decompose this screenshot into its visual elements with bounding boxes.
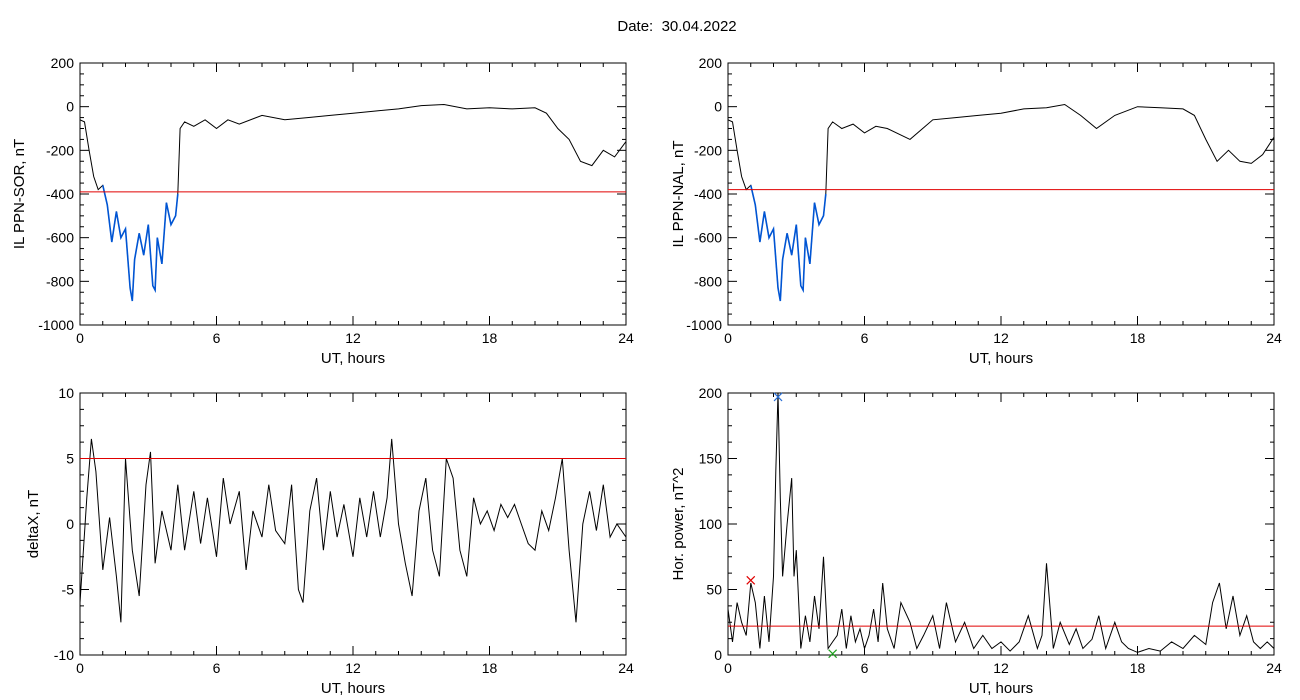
chart-panel-3: 0 6 12 18 24 -10 -5 0 5 10 UT, hours deltaX, nT bbox=[25, 385, 634, 697]
y-tick-label: 10 bbox=[58, 385, 74, 401]
y-tick-label: -1000 bbox=[686, 317, 722, 333]
highlight-segment bbox=[102, 185, 179, 302]
y-tick-label: -400 bbox=[46, 186, 74, 202]
x-axis-label: UT, hours bbox=[321, 350, 385, 367]
plot-frame bbox=[79, 392, 627, 656]
x-tick-label: 12 bbox=[993, 660, 1009, 676]
x-tick-label: 6 bbox=[213, 330, 221, 346]
marker-stroke bbox=[773, 392, 783, 402]
x-tick-label: 12 bbox=[993, 330, 1009, 346]
y-axis-label: Hor. power, nT^2 bbox=[670, 468, 687, 581]
x-axis-label: UT, hours bbox=[969, 350, 1033, 367]
chart-panel-4: 0 6 12 18 24 0 50 100 150 200 UT, hours Hor. power,… bbox=[670, 385, 1282, 697]
y-tick-label: 0 bbox=[714, 99, 722, 115]
chart-panel-2: 0 6 12 18 24 -1000 -800 -600 -400 -200 0 200 UT, hou… bbox=[670, 55, 1282, 367]
highlight-segment bbox=[750, 185, 827, 302]
x-tick-label: 12 bbox=[345, 330, 361, 346]
x-tick-label: 24 bbox=[618, 660, 634, 676]
y-tick-label: -600 bbox=[694, 230, 722, 246]
plot-frame bbox=[727, 62, 1275, 326]
x-tick-label: 18 bbox=[482, 330, 498, 346]
y-tick-label: 5 bbox=[66, 451, 74, 467]
data-series-line bbox=[727, 103, 1275, 302]
data-series-line bbox=[727, 392, 1275, 653]
x-tick-label: 0 bbox=[76, 330, 84, 346]
x-tick-label: 6 bbox=[861, 330, 869, 346]
x-tick-label: 24 bbox=[618, 330, 634, 346]
y-tick-label: 0 bbox=[714, 647, 722, 663]
y-tick-label: -1000 bbox=[38, 317, 74, 333]
x-tick-label: 12 bbox=[345, 660, 361, 676]
peak-marker bbox=[773, 392, 783, 402]
y-tick-label: 200 bbox=[51, 55, 75, 71]
y-tick-label: -5 bbox=[62, 582, 75, 598]
y-tick-label: 50 bbox=[706, 582, 722, 598]
x-tick-label: 0 bbox=[724, 660, 732, 676]
y-tick-label: -200 bbox=[46, 142, 74, 158]
x-tick-label: 24 bbox=[1266, 330, 1282, 346]
y-axis-label: deltaX, nT bbox=[25, 490, 42, 558]
marker-stroke bbox=[828, 649, 838, 659]
y-tick-label: 200 bbox=[699, 385, 723, 401]
x-tick-label: 18 bbox=[482, 660, 498, 676]
y-tick-label: -400 bbox=[694, 186, 722, 202]
y-tick-label: -10 bbox=[54, 647, 74, 663]
y-tick-label: 0 bbox=[66, 516, 74, 532]
y-axis-label: IL PPN-NAL, nT bbox=[670, 141, 687, 248]
x-tick-label: 18 bbox=[1130, 660, 1146, 676]
x-tick-label: 24 bbox=[1266, 660, 1282, 676]
plot-frame bbox=[727, 392, 1275, 656]
x-axis-label: UT, hours bbox=[969, 680, 1033, 697]
x-tick-label: 0 bbox=[76, 660, 84, 676]
chart-panel-1: 0 6 12 18 24 -1000 -800 -600 -400 -200 0 200 UT, hou… bbox=[11, 55, 634, 367]
y-tick-label: 0 bbox=[66, 99, 74, 115]
x-tick-label: 6 bbox=[861, 660, 869, 676]
data-series-line bbox=[79, 103, 627, 302]
y-axis-label: IL PPN-SOR, nT bbox=[11, 139, 28, 249]
y-tick-label: -800 bbox=[694, 273, 722, 289]
x-tick-label: 0 bbox=[724, 330, 732, 346]
marker-stroke bbox=[746, 575, 756, 585]
y-tick-label: 100 bbox=[699, 516, 723, 532]
y-tick-label: 200 bbox=[699, 55, 723, 71]
y-tick-label: 150 bbox=[699, 451, 723, 467]
plot-frame bbox=[79, 62, 627, 326]
y-tick-label: -800 bbox=[46, 273, 74, 289]
x-axis-label: UT, hours bbox=[321, 680, 385, 697]
date-label: Date: bbox=[617, 18, 654, 35]
peak-marker bbox=[828, 649, 838, 659]
x-tick-label: 6 bbox=[213, 660, 221, 676]
peak-marker bbox=[746, 575, 756, 585]
x-tick-label: 18 bbox=[1130, 330, 1146, 346]
y-tick-label: -200 bbox=[694, 142, 722, 158]
y-tick-label: -600 bbox=[46, 230, 74, 246]
date-value: 30.04.2022 bbox=[661, 18, 737, 35]
date-header: Date: 30.04.2022 bbox=[0, 18, 1300, 35]
data-series-line bbox=[79, 438, 627, 623]
